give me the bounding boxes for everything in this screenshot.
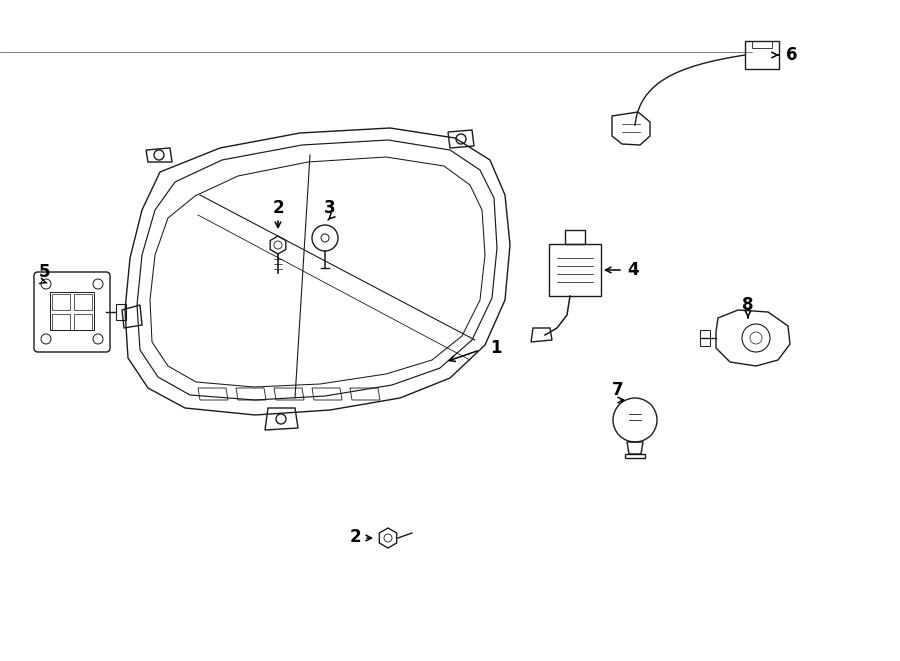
Text: 2: 2 xyxy=(349,528,361,546)
Text: 2: 2 xyxy=(272,199,284,217)
Text: 1: 1 xyxy=(490,339,501,357)
Text: 6: 6 xyxy=(786,46,797,64)
Text: 3: 3 xyxy=(324,199,336,217)
Text: 4: 4 xyxy=(627,261,639,279)
Text: 5: 5 xyxy=(38,263,50,281)
Text: 8: 8 xyxy=(742,296,754,314)
Text: 7: 7 xyxy=(612,381,624,399)
